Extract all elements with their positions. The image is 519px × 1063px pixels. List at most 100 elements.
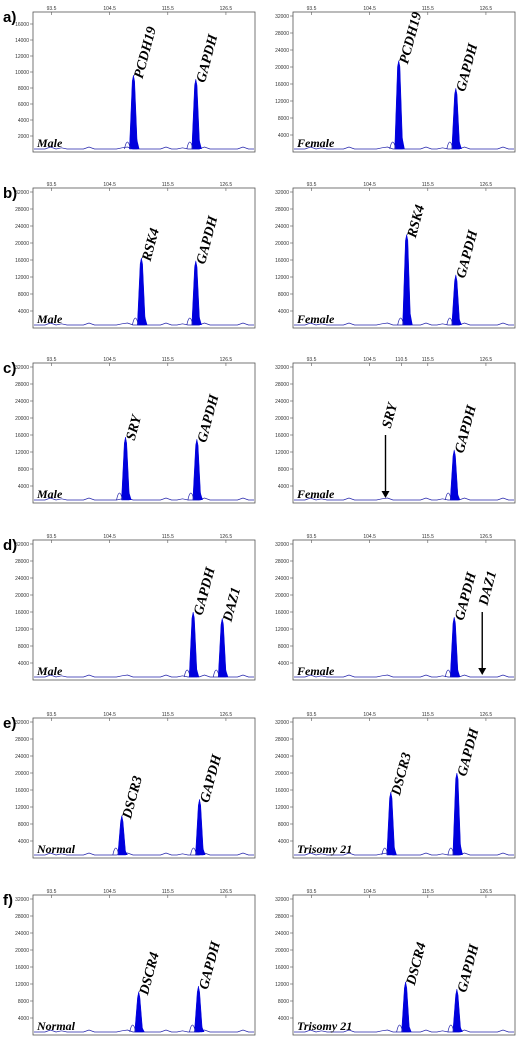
x-tick-label: 115.5 xyxy=(422,182,434,188)
x-tick-label: 115.5 xyxy=(422,6,434,12)
gene-label: DSCR4 xyxy=(137,951,163,998)
plot-frame xyxy=(292,894,516,1036)
y-tick-label: 12000 xyxy=(15,450,29,456)
y-tick-label: 4000 xyxy=(18,309,29,315)
peak-gapdh xyxy=(191,79,201,150)
panel-label: e) xyxy=(3,715,16,732)
chart-panel-6: 93.5 104.5 110.5 115.5 126.5 4000 8000 12000 160… xyxy=(275,357,516,504)
trace-shoulder xyxy=(381,847,389,856)
y-tick-label: 28000 xyxy=(275,559,289,565)
peak-shoulder xyxy=(399,133,405,149)
peak-shoulder xyxy=(456,139,462,149)
panel-label: c) xyxy=(3,360,16,377)
y-tick-label: 28000 xyxy=(15,207,29,213)
gene-label: DSCR3 xyxy=(389,751,415,798)
y-tick-label: 32000 xyxy=(275,542,289,548)
y-tick-label: 8000 xyxy=(278,292,289,298)
y-tick-label: 20000 xyxy=(15,771,29,777)
y-tick-label: 32000 xyxy=(275,365,289,371)
sample-label: Female xyxy=(296,136,335,150)
y-tick-label: 8000 xyxy=(18,86,29,92)
trace-baseline xyxy=(294,852,514,856)
y-tick-label: 16000 xyxy=(275,433,289,439)
sample-label: Male xyxy=(36,664,63,678)
y-tick-label: 20000 xyxy=(15,948,29,954)
panel-label: a) xyxy=(3,9,16,26)
x-tick-label: 93.5 xyxy=(47,182,57,188)
peak-shoulder xyxy=(196,137,202,149)
gene-label: GAPDH xyxy=(455,942,482,994)
gene-label: DSCR4 xyxy=(404,941,430,988)
peak-gapdh xyxy=(452,989,462,1033)
x-tick-label: 93.5 xyxy=(307,889,317,895)
trace-baseline xyxy=(34,674,254,678)
y-tick-label: 16000 xyxy=(15,788,29,794)
y-tick-label: 32000 xyxy=(15,190,29,196)
y-tick-label: 12000 xyxy=(275,99,289,105)
y-tick-label: 28000 xyxy=(275,914,289,920)
y-tick-label: 24000 xyxy=(275,931,289,937)
y-tick-label: 4000 xyxy=(278,309,289,315)
trace-shoulder xyxy=(186,317,194,326)
plot-frame xyxy=(32,717,256,859)
peak-gapdh xyxy=(449,617,459,678)
y-tick-label: 12000 xyxy=(275,982,289,988)
x-tick-label: 126.5 xyxy=(480,6,493,12)
y-tick-label: 24000 xyxy=(15,576,29,582)
y-tick-label: 20000 xyxy=(275,948,289,954)
y-tick-label: 28000 xyxy=(15,737,29,743)
peak-shoulder xyxy=(139,1026,145,1032)
x-tick-label: 115.5 xyxy=(162,889,174,895)
chart-panel-11: 93.5 104.5 115.5 126.5 4000 8000 12000 16000 200… xyxy=(15,889,256,1036)
y-tick-label: 16000 xyxy=(15,258,29,264)
gene-label: DAZ1 xyxy=(220,586,244,625)
trace-shoulder xyxy=(189,1024,196,1033)
chart-panel-4: 93.5 104.5 115.5 126.5 4000 8000 12000 16000 200… xyxy=(275,182,516,329)
y-tick-label: 28000 xyxy=(15,914,29,920)
y-tick-label: 28000 xyxy=(275,207,289,213)
y-tick-label: 32000 xyxy=(15,542,29,548)
gene-label: GAPDH xyxy=(195,392,222,444)
gene-label: GAPDH xyxy=(197,939,224,991)
absence-arrow-head xyxy=(478,668,487,675)
y-tick-label: 32000 xyxy=(275,897,289,903)
y-tick-label: 12000 xyxy=(275,805,289,811)
trace-shoulder xyxy=(389,141,397,150)
gene-label: GAPDH xyxy=(194,32,221,84)
y-tick-label: 8000 xyxy=(278,116,289,122)
x-tick-label: 104.5 xyxy=(103,534,116,540)
y-tick-label: 24000 xyxy=(15,399,29,405)
peak-shoulder xyxy=(457,1025,463,1032)
x-tick-label: 115.5 xyxy=(162,712,174,718)
plot-frame xyxy=(32,894,256,1036)
trace-shoulder xyxy=(444,492,452,501)
peak-dscr4 xyxy=(401,981,410,1033)
y-tick-label: 24000 xyxy=(275,48,289,54)
y-tick-label: 20000 xyxy=(275,416,289,422)
y-tick-label: 24000 xyxy=(275,576,289,582)
y-tick-label: 12000 xyxy=(15,805,29,811)
y-tick-label: 28000 xyxy=(275,31,289,37)
trace-shoulder xyxy=(447,1024,455,1033)
y-tick-label: 16000 xyxy=(275,610,289,616)
plot-frame xyxy=(292,539,516,681)
x-tick-label: 115.5 xyxy=(422,889,434,895)
x-tick-label: 104.5 xyxy=(363,6,376,12)
peak-gapdh xyxy=(451,274,461,326)
y-tick-label: 16000 xyxy=(275,82,289,88)
trace-shoulder xyxy=(396,1024,403,1033)
chart-panel-5: 93.5 104.5 115.5 126.5 4000 8000 12000 16000 200… xyxy=(15,357,256,504)
x-tick-label: 115.5 xyxy=(162,182,174,188)
gene-label: PCDH19 xyxy=(397,11,425,66)
x-tick-label: 115.5 xyxy=(162,6,174,12)
sample-label: Female xyxy=(296,312,335,326)
trace-shoulder xyxy=(132,317,139,326)
peak-gapdh xyxy=(192,439,202,501)
trace-shoulder xyxy=(116,492,123,501)
trace-shoulder xyxy=(129,1024,137,1033)
peak-shoulder xyxy=(142,313,148,325)
gene-label: GAPDH xyxy=(454,228,481,280)
y-tick-label: 16000 xyxy=(275,258,289,264)
peak-gapdh xyxy=(191,260,201,326)
x-tick-label: 93.5 xyxy=(47,6,57,12)
